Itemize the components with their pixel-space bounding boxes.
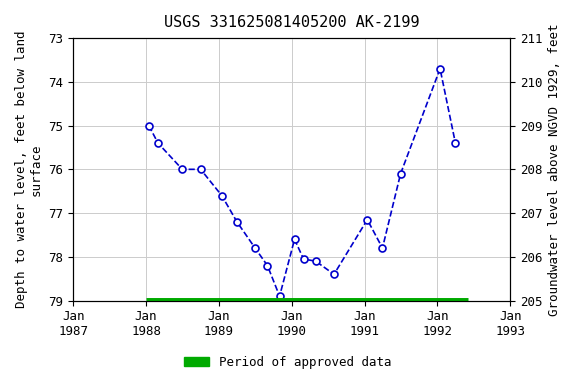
Y-axis label: Depth to water level, feet below land
surface: Depth to water level, feet below land su… xyxy=(15,31,43,308)
Y-axis label: Groundwater level above NGVD 1929, feet: Groundwater level above NGVD 1929, feet xyxy=(548,23,561,316)
Legend: Period of approved data: Period of approved data xyxy=(179,351,397,374)
Title: USGS 331625081405200 AK-2199: USGS 331625081405200 AK-2199 xyxy=(164,15,419,30)
